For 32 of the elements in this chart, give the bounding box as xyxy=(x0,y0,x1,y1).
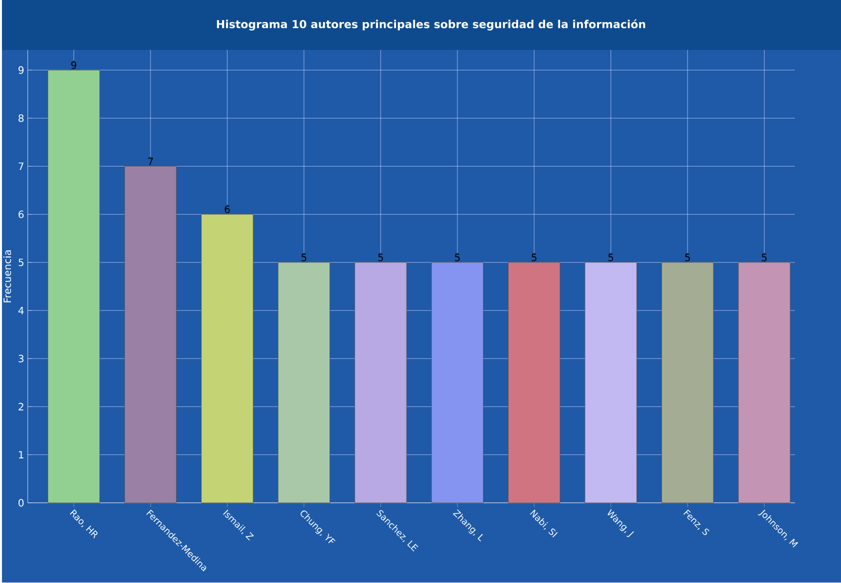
chart-title: Histograma 10 autores principales sobre seguridad de la información xyxy=(216,20,646,31)
bar xyxy=(354,262,407,504)
y-tick-label: 1 xyxy=(19,451,24,459)
y-tick-label: 6 xyxy=(18,210,24,218)
data-label: 5 xyxy=(455,254,460,262)
data-label: 6 xyxy=(224,206,230,214)
bar xyxy=(124,166,177,504)
y-tick-label: 9 xyxy=(18,66,24,74)
bar xyxy=(278,262,330,504)
y-tick-label: 4 xyxy=(18,307,24,314)
y-tick-label: 3 xyxy=(18,354,24,363)
y-tick-label: 0 xyxy=(18,499,24,507)
y-axis-title: Frecuencia xyxy=(3,250,12,302)
data-label: 5 xyxy=(302,254,306,262)
y-tick-label: 5 xyxy=(18,258,24,266)
data-label: 5 xyxy=(762,254,767,262)
bar xyxy=(48,70,100,504)
bar xyxy=(508,262,560,504)
data-label: 5 xyxy=(532,254,536,262)
bar xyxy=(431,262,484,504)
data-label: 5 xyxy=(608,254,614,262)
data-label: 7 xyxy=(148,158,153,166)
bar xyxy=(738,262,790,504)
bar xyxy=(201,214,254,504)
y-tick-label: 2 xyxy=(18,403,24,411)
y-tick-label: 8 xyxy=(18,114,24,122)
bar xyxy=(584,262,637,504)
data-label: 5 xyxy=(378,254,383,262)
data-label: 9 xyxy=(71,62,76,70)
data-label: 5 xyxy=(685,254,690,262)
bar xyxy=(661,262,714,504)
y-tick-label: 7 xyxy=(18,162,24,170)
